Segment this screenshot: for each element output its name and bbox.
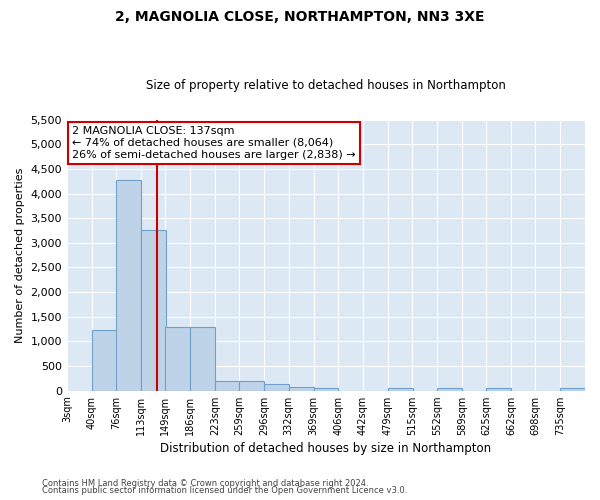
X-axis label: Distribution of detached houses by size in Northampton: Distribution of detached houses by size … — [160, 442, 491, 455]
Text: 2 MAGNOLIA CLOSE: 137sqm
← 74% of detached houses are smaller (8,064)
26% of sem: 2 MAGNOLIA CLOSE: 137sqm ← 74% of detach… — [72, 126, 356, 160]
Title: Size of property relative to detached houses in Northampton: Size of property relative to detached ho… — [146, 79, 506, 92]
Bar — [289, 387, 314, 390]
Text: Contains HM Land Registry data © Crown copyright and database right 2024.: Contains HM Land Registry data © Crown c… — [42, 478, 368, 488]
Bar — [486, 388, 511, 390]
Bar — [141, 230, 166, 390]
Bar — [388, 388, 413, 390]
Bar — [92, 330, 117, 390]
Bar — [560, 388, 585, 390]
Text: 2, MAGNOLIA CLOSE, NORTHAMPTON, NN3 3XE: 2, MAGNOLIA CLOSE, NORTHAMPTON, NN3 3XE — [115, 10, 485, 24]
Bar — [116, 180, 141, 390]
Bar — [239, 381, 265, 390]
Bar — [190, 327, 215, 390]
Bar — [437, 388, 462, 390]
Y-axis label: Number of detached properties: Number of detached properties — [15, 168, 25, 343]
Bar — [265, 384, 289, 390]
Bar — [215, 381, 240, 390]
Text: Contains public sector information licensed under the Open Government Licence v3: Contains public sector information licen… — [42, 486, 407, 495]
Bar — [314, 388, 338, 390]
Bar — [166, 327, 190, 390]
